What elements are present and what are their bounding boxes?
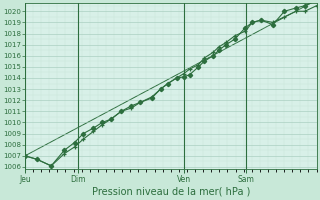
X-axis label: Pression niveau de la mer( hPa ): Pression niveau de la mer( hPa ) — [92, 187, 250, 197]
